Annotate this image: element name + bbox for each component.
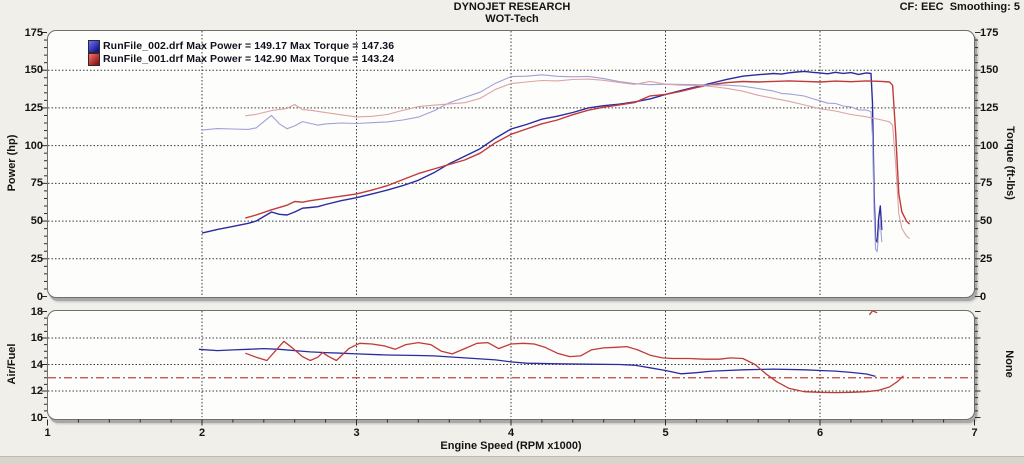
- power-torque-plot-panel[interactable]: [47, 30, 975, 298]
- lower-right-axis-title: None: [1003, 350, 1015, 378]
- window-bottom-strip: [0, 456, 1024, 464]
- shop-name: WOT-Tech: [485, 13, 539, 25]
- run1-legend-label: RunFile_001.drf Max Power = 142.90 Max T…: [103, 53, 395, 65]
- run1-color-swatch-icon: [88, 52, 100, 66]
- x-axis-title: Engine Speed (RPM x1000): [440, 440, 582, 452]
- header: DYNOJET RESEARCH WOT-Tech: [0, 1, 1024, 25]
- correction-smoothing-info: CF: EEC Smoothing: 5: [899, 1, 1020, 13]
- torque-axis-title: Torque (ft-lbs): [1004, 126, 1016, 200]
- air-fuel-plot-panel[interactable]: [47, 310, 975, 420]
- run-legend[interactable]: RunFile_002.drf Max Power = 149.17 Max T…: [88, 39, 395, 66]
- legend-row-run1[interactable]: RunFile_001.drf Max Power = 142.90 Max T…: [88, 52, 395, 66]
- app-title: DYNOJET RESEARCH: [453, 1, 571, 13]
- run2-legend-label: RunFile_002.drf Max Power = 149.17 Max T…: [103, 40, 395, 52]
- legend-row-run2[interactable]: RunFile_002.drf Max Power = 149.17 Max T…: [88, 39, 395, 53]
- run2-color-swatch-icon: [88, 39, 100, 53]
- airfuel-axis-title: Air/Fuel: [6, 343, 18, 385]
- power-axis-title: Power (hp): [6, 134, 18, 192]
